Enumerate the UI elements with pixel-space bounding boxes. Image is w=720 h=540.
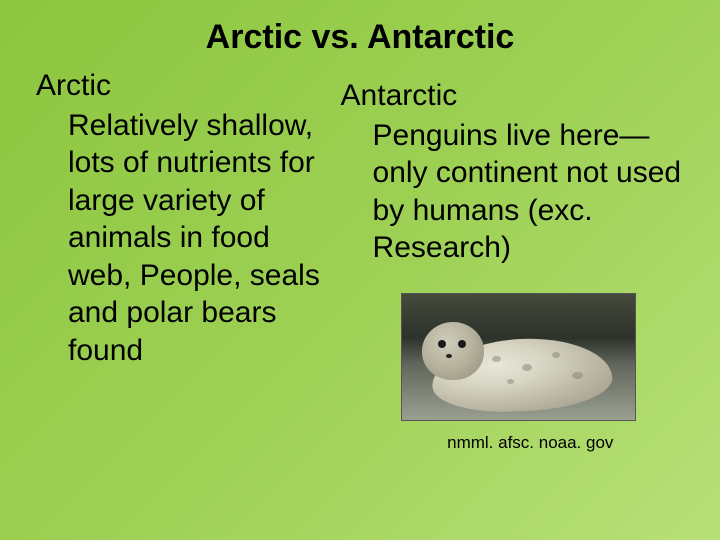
antarctic-body: Penguins live here—only continent not us…	[341, 117, 700, 267]
seal-spot	[572, 372, 583, 379]
seal-spot	[507, 379, 514, 384]
arctic-heading: Arctic	[36, 67, 341, 105]
seal-eye-left	[438, 340, 446, 348]
seal-eye-right	[458, 340, 466, 348]
seal-image	[401, 293, 636, 421]
antarctic-column: Antarctic Penguins live here—only contin…	[341, 67, 700, 453]
seal-head-shape	[422, 322, 484, 380]
slide-title: Arctic vs. Antarctic	[0, 0, 720, 67]
antarctic-heading: Antarctic	[341, 77, 700, 115]
seal-spot	[492, 356, 501, 362]
seal-spot	[552, 352, 560, 358]
image-caption: nmml. afsc. noaa. gov	[361, 433, 700, 453]
seal-nose	[446, 354, 452, 358]
seal-spot	[522, 364, 532, 371]
arctic-body: Relatively shallow, lots of nutrients fo…	[36, 107, 341, 370]
content-row: Arctic Relatively shallow, lots of nutri…	[0, 67, 720, 453]
arctic-column: Arctic Relatively shallow, lots of nutri…	[36, 67, 341, 453]
